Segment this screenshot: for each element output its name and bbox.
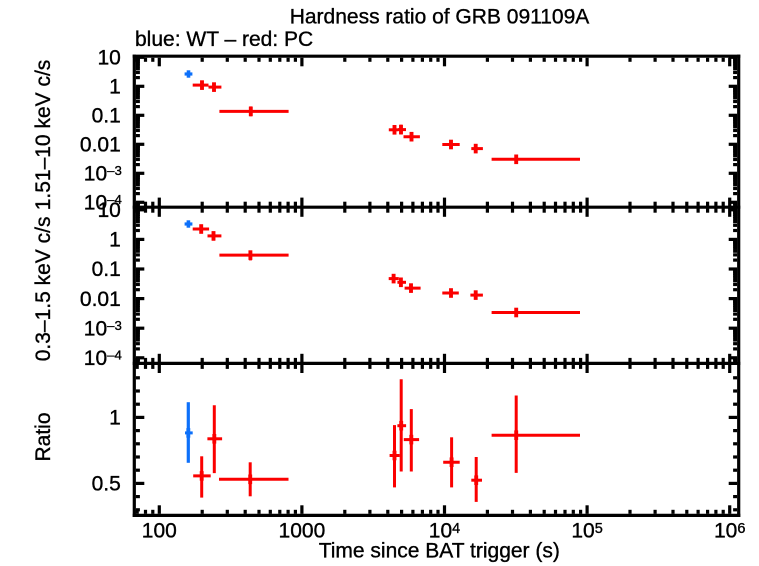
- svg-text:10: 10: [97, 199, 120, 222]
- svg-text:0.5: 0.5: [92, 473, 121, 496]
- svg-text:10–3: 10–3: [84, 163, 122, 186]
- svg-text:0.1: 0.1: [92, 258, 121, 281]
- svg-text:10: 10: [97, 47, 120, 70]
- svg-text:blue: WT – red: PC: blue: WT – red: PC: [135, 28, 313, 51]
- svg-text:106: 106: [714, 520, 745, 543]
- svg-text:10–3: 10–3: [84, 317, 122, 340]
- svg-text:105: 105: [571, 520, 602, 543]
- svg-text:0.01: 0.01: [80, 134, 121, 157]
- svg-text:0.3–1.5 keV c/s: 0.3–1.5 keV c/s: [32, 217, 55, 362]
- svg-text:100: 100: [142, 520, 177, 543]
- svg-text:0.1: 0.1: [92, 105, 121, 128]
- svg-text:1.51–10 keV c/s: 1.51–10 keV c/s: [32, 60, 55, 211]
- svg-text:1000: 1000: [279, 520, 326, 543]
- svg-text:1: 1: [109, 407, 121, 430]
- svg-text:Ratio: Ratio: [32, 412, 55, 461]
- svg-text:10–4: 10–4: [84, 347, 122, 370]
- svg-text:Hardness ratio of GRB 091109A: Hardness ratio of GRB 091109A: [290, 6, 590, 29]
- svg-text:0.01: 0.01: [80, 288, 121, 311]
- svg-text:Time since BAT trigger (s): Time since BAT trigger (s): [319, 539, 560, 562]
- svg-text:1: 1: [109, 229, 121, 252]
- svg-text:1: 1: [109, 76, 121, 99]
